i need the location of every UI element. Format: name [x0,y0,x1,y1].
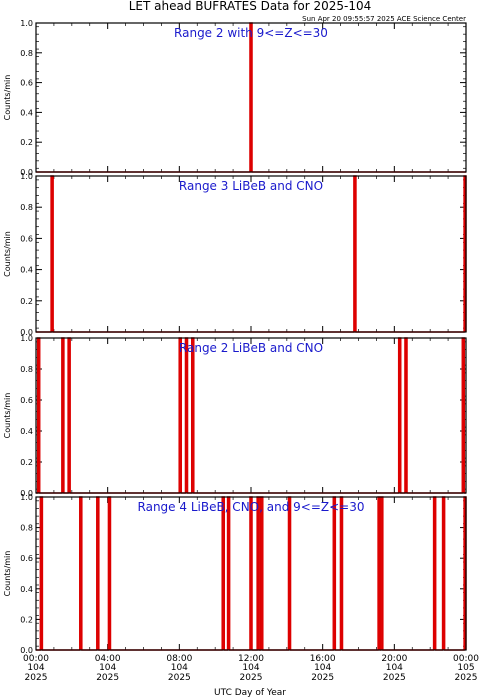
x-tick-year: 2025 [455,673,478,683]
y-tick-label: 0.2 [20,297,33,306]
panel-label: Range 2 with 9<=Z<=30 [174,26,328,40]
y-tick-label: 0.2 [20,615,33,624]
y-tick-label: 0.0 [20,328,33,337]
x-tick-year: 2025 [25,673,48,683]
y-tick-label: 0.4 [20,108,33,117]
panel-3: 0.0 0.2 0.4 0.6 0.8 1.0 Range 2 LiBeB and CNO C… [3,334,467,498]
y-tick-label: 0.6 [20,234,33,243]
x-tick-year: 2025 [96,673,119,683]
x-tick-doy: 105 [457,663,474,673]
x-tick-doy: 104 [242,663,259,673]
y-axis-label: Counts/min [3,551,12,597]
panel-2: 0.0 0.2 0.4 0.6 0.8 1.0 Range 3 LiBeB and CNO C… [3,172,467,337]
y-tick-label: 1.0 [20,19,33,28]
x-tick-time: 04:00 [95,654,121,664]
y-tick-label: 0.2 [20,138,33,147]
series-line [36,337,466,494]
y-tick-label: 0.0 [20,489,33,498]
y-tick-label: 0.6 [20,396,33,405]
x-tick-time: 16:00 [310,654,336,664]
chart-title: LET ahead BUFRATES Data for 2025-104 [129,0,371,13]
panels-group: 0.0 0.2 0.4 0.6 0.8 1.0 Range 2 with 9<=Z<=30 C… [3,19,467,655]
x-axis: 00:00104202504:00104202508:00104202512:0… [23,654,479,683]
x-tick-doy: 104 [386,663,403,673]
series-line [36,175,467,333]
x-tick-year: 2025 [383,673,406,683]
panel-1: 0.0 0.2 0.4 0.6 0.8 1.0 Range 2 with 9<=Z<=30 C… [3,19,467,177]
panel-frame [35,22,467,173]
x-tick-doy: 104 [27,663,44,673]
x-tick-doy: 104 [314,663,331,673]
y-axis-label: Counts/min [3,393,12,439]
x-tick-time: 08:00 [166,654,192,664]
panel-label: Range 3 LiBeB and CNO [179,179,323,193]
y-tick-label: 1.0 [20,334,33,343]
y-tick-label: 0.4 [20,585,33,594]
x-tick-year: 2025 [168,673,191,683]
x-tick-time: 12:00 [238,654,264,664]
x-tick-time: 00:00 [23,654,49,664]
y-tick-label: 1.0 [20,172,33,181]
panel-label: Range 4 LiBeB, CNO, and 9<=Z<=30 [138,500,365,514]
y-tick-label: 0.0 [20,646,33,655]
y-tick-label: 0.0 [20,168,33,177]
y-axis-label: Counts/min [3,231,12,277]
timestamp: Sun Apr 20 09:55:57 2025 ACE Science Cen… [302,15,466,23]
x-tick-time: 00:00 [453,654,479,664]
x-tick-doy: 104 [99,663,116,673]
y-tick-label: 0.8 [20,524,33,533]
y-tick-label: 0.8 [20,49,33,58]
y-tick-label: 0.4 [20,266,33,275]
x-axis-label: UTC Day of Year [214,688,286,698]
y-tick-label: 0.6 [20,79,33,88]
panel-label: Range 2 LiBeB and CNO [179,341,323,355]
panel-frame [35,175,467,333]
y-tick-label: 0.8 [20,203,33,212]
x-tick-time: 20:00 [381,654,407,664]
y-tick-label: 1.0 [20,493,33,502]
y-axis-label: Counts/min [3,75,12,121]
x-tick-year: 2025 [240,673,263,683]
x-tick-year: 2025 [311,673,334,683]
panel-frame [35,337,467,494]
y-tick-label: 0.2 [20,458,33,467]
panel-4: 0.0 0.2 0.4 0.6 0.8 1.0 Range 4 LiBeB, CNO, an… [3,493,467,655]
y-tick-label: 0.4 [20,427,33,436]
panel-frame [35,496,467,651]
x-tick-doy: 104 [171,663,188,673]
y-tick-label: 0.8 [20,365,33,374]
y-tick-label: 0.6 [20,554,33,563]
